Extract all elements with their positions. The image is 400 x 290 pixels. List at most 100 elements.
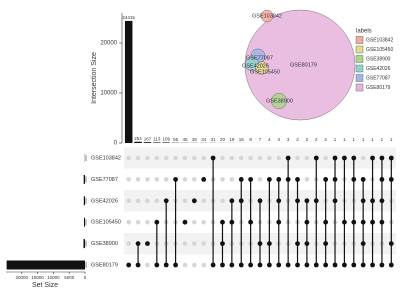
member-dot bbox=[295, 262, 300, 268]
empty-dot bbox=[192, 241, 197, 246]
member-dot bbox=[229, 262, 235, 268]
set-label: GSE103842 bbox=[91, 155, 121, 161]
empty-dot bbox=[126, 241, 131, 246]
legend-swatch bbox=[355, 83, 364, 92]
legend-swatch bbox=[355, 45, 364, 54]
empty-dot bbox=[192, 177, 197, 182]
x-tick-label: 20000 bbox=[16, 275, 29, 280]
value-label: 7 bbox=[259, 137, 262, 142]
venn-label: GSE80179 bbox=[290, 62, 317, 68]
legend-label: GSE103842 bbox=[366, 37, 393, 43]
member-dot bbox=[360, 241, 366, 247]
empty-dot bbox=[220, 177, 225, 182]
member-dot bbox=[379, 155, 385, 161]
value-label: 45 bbox=[182, 137, 188, 142]
set-bar bbox=[83, 217, 85, 227]
value-label: 4 bbox=[268, 137, 271, 142]
member-dot bbox=[229, 198, 235, 204]
member-dot bbox=[304, 219, 310, 225]
venn-label: GSE38900 bbox=[266, 98, 293, 104]
member-dot bbox=[276, 262, 282, 268]
member-dot bbox=[351, 155, 357, 161]
set-label: GSE42026 bbox=[91, 198, 118, 204]
set-label: GSE77087 bbox=[91, 177, 118, 183]
member-dot bbox=[163, 262, 169, 268]
set-bar bbox=[6, 260, 85, 270]
legend-label: GSE105450 bbox=[366, 47, 393, 53]
member-dot bbox=[220, 262, 225, 268]
set-label: GSE38900 bbox=[91, 241, 118, 247]
value-label: 1 bbox=[334, 137, 337, 142]
y-tick-label: 10000 bbox=[100, 91, 117, 97]
value-label: 3 bbox=[287, 137, 290, 142]
member-dot bbox=[163, 198, 169, 204]
empty-dot bbox=[154, 198, 160, 204]
bar bbox=[143, 142, 152, 143]
member-dot bbox=[135, 241, 141, 247]
empty-dot bbox=[304, 177, 310, 182]
member-dot bbox=[370, 198, 375, 204]
legend-swatch bbox=[355, 36, 364, 44]
venn-label: GSE103842 bbox=[252, 13, 282, 19]
member-dot bbox=[210, 262, 216, 268]
member-dot bbox=[266, 241, 272, 247]
empty-dot bbox=[182, 262, 188, 268]
value-label: 109 bbox=[162, 137, 170, 142]
member-dot bbox=[248, 177, 254, 182]
venn-label: GSE42026 bbox=[242, 63, 269, 69]
empty-dot bbox=[145, 155, 150, 161]
member-dot bbox=[220, 241, 225, 247]
member-dot bbox=[266, 177, 272, 182]
empty-dot bbox=[201, 241, 207, 246]
member-dot bbox=[351, 262, 357, 268]
venn-circle bbox=[260, 9, 274, 23]
empty-dot bbox=[126, 219, 131, 225]
legend-swatch bbox=[355, 55, 364, 63]
member-dot bbox=[379, 219, 385, 225]
value-label: 254 bbox=[134, 136, 142, 141]
value-label: 31 bbox=[211, 137, 217, 142]
bar bbox=[134, 141, 142, 143]
member-dot bbox=[313, 155, 319, 161]
empty-dot bbox=[295, 155, 300, 161]
legend-label: GSE42026 bbox=[366, 66, 391, 72]
member-dot bbox=[370, 155, 375, 161]
empty-dot bbox=[135, 198, 141, 204]
value-label: 113 bbox=[153, 137, 161, 142]
set-bar bbox=[83, 174, 85, 184]
member-dot bbox=[248, 219, 254, 225]
legend-label: GSE80179 bbox=[366, 85, 391, 91]
empty-dot bbox=[192, 262, 197, 268]
legend-title: labels bbox=[356, 29, 372, 35]
member-dot bbox=[154, 262, 160, 268]
empty-dot bbox=[145, 177, 150, 182]
member-dot bbox=[304, 262, 310, 268]
member-dot bbox=[173, 177, 178, 182]
member-dot bbox=[388, 177, 394, 182]
member-dot bbox=[295, 198, 300, 204]
member-dot bbox=[388, 262, 394, 268]
member-dot bbox=[370, 219, 375, 225]
member-dot bbox=[276, 198, 282, 204]
value-label: 1 bbox=[353, 137, 356, 142]
member-dot bbox=[351, 219, 357, 225]
empty-dot bbox=[192, 155, 197, 161]
member-dot bbox=[360, 219, 366, 225]
member-dot bbox=[313, 262, 319, 268]
empty-dot bbox=[145, 219, 150, 225]
value-label: 2 bbox=[324, 137, 327, 142]
bar bbox=[153, 142, 161, 143]
value-label: 1 bbox=[371, 137, 374, 142]
member-dot bbox=[379, 262, 385, 268]
value-label: 2 bbox=[296, 137, 299, 142]
member-dot bbox=[360, 177, 366, 182]
member-dot bbox=[370, 262, 375, 268]
member-dot bbox=[379, 177, 385, 182]
empty-dot bbox=[257, 177, 263, 182]
empty-dot bbox=[135, 155, 141, 161]
empty-dot bbox=[182, 241, 188, 246]
value-label: 34 bbox=[201, 137, 207, 142]
y-axis-label: Intersection Size bbox=[91, 52, 98, 104]
bar bbox=[124, 20, 133, 143]
member-dot bbox=[173, 262, 178, 268]
